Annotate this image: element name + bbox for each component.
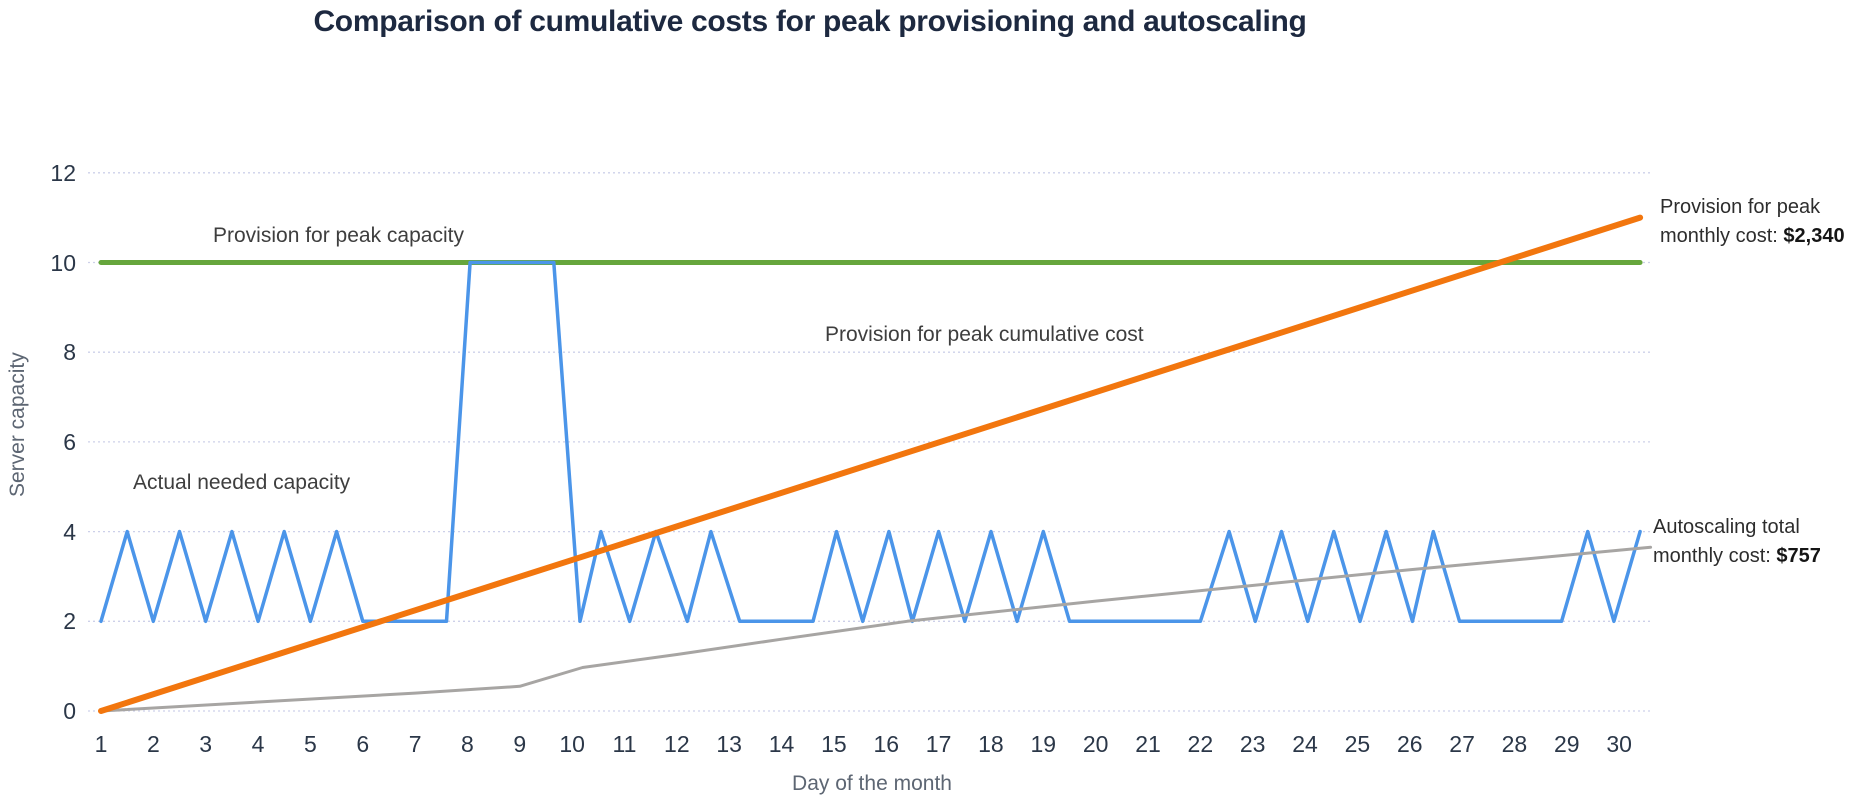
label-peak-monthly-cost-line1: Provision for peak bbox=[1660, 196, 1821, 218]
x-tick-label-26: 26 bbox=[1396, 731, 1423, 757]
x-tick-label-30: 30 bbox=[1606, 731, 1632, 757]
x-tick-label-25: 25 bbox=[1344, 731, 1371, 757]
x-tick-label-3: 3 bbox=[199, 731, 213, 757]
series-actual-needed-capacity bbox=[99, 260, 1642, 624]
annotation-actual-needed-capacity: Actual needed capacity bbox=[133, 471, 351, 494]
label-autoscaling-monthly-cost-line1: Autoscaling total bbox=[1653, 516, 1800, 538]
series-provision-for-peak-cumulative-cost bbox=[98, 214, 1644, 714]
label-peak-monthly-cost: Provision for peak monthly cost: $2,340 bbox=[1660, 193, 1845, 251]
peak-monthly-cost-value: $2,340 bbox=[1783, 225, 1845, 247]
x-tick-label-11: 11 bbox=[612, 731, 637, 757]
y-axis-title: Server capacity bbox=[6, 352, 29, 498]
x-tick-label-22: 22 bbox=[1187, 731, 1214, 757]
series-autoscaling-cumulative-cost bbox=[99, 545, 1653, 713]
x-tick-label-19: 19 bbox=[1030, 731, 1057, 757]
x-tick-label-21: 21 bbox=[1135, 731, 1161, 757]
x-tick-label-23: 23 bbox=[1239, 731, 1266, 757]
y-tick-label-2: 2 bbox=[63, 608, 76, 635]
x-tick-label-8: 8 bbox=[461, 731, 474, 757]
x-tick-label-5: 5 bbox=[303, 731, 317, 757]
x-tick-label-28: 28 bbox=[1501, 731, 1528, 757]
x-tick-label-13: 13 bbox=[716, 731, 742, 757]
x-tick-label-18: 18 bbox=[978, 731, 1004, 757]
x-tick-label-9: 9 bbox=[513, 731, 527, 757]
x-tick-label-15: 15 bbox=[821, 731, 847, 757]
x-tick-label-29: 29 bbox=[1554, 731, 1580, 757]
y-tick-label-10: 10 bbox=[50, 249, 76, 276]
x-tick-label-1: 1 bbox=[94, 731, 108, 757]
label-peak-monthly-cost-line2: monthly cost: $2,340 bbox=[1660, 225, 1845, 247]
x-tick-label-4: 4 bbox=[251, 731, 265, 757]
x-tick-label-16: 16 bbox=[873, 731, 900, 757]
chart-title: Comparison of cumulative costs for peak … bbox=[313, 5, 1307, 38]
x-tick-label-12: 12 bbox=[664, 731, 690, 757]
x-tick-label-10: 10 bbox=[559, 731, 585, 757]
annotation-peak-cumulative-cost: Provision for peak cumulative cost bbox=[825, 323, 1144, 346]
y-tick-label-6: 6 bbox=[63, 428, 76, 455]
y-tick-label-12: 12 bbox=[50, 159, 76, 186]
annotation-peak-capacity: Provision for peak capacity bbox=[213, 224, 464, 247]
label-autoscaling-monthly-cost: Autoscaling total monthly cost: $757 bbox=[1653, 513, 1821, 571]
x-tick-label-27: 27 bbox=[1449, 731, 1475, 757]
x-axis-title: Day of the month bbox=[792, 772, 952, 795]
autoscaling-monthly-cost-value: $757 bbox=[1776, 545, 1821, 567]
x-tick-label-6: 6 bbox=[356, 731, 370, 757]
y-tick-label-8: 8 bbox=[63, 339, 76, 366]
x-tick-label-17: 17 bbox=[925, 731, 952, 757]
x-tick-label-14: 14 bbox=[768, 731, 795, 757]
x-tick-label-20: 20 bbox=[1082, 731, 1109, 757]
x-tick-label-2: 2 bbox=[146, 731, 160, 757]
x-tick-label-7: 7 bbox=[408, 731, 422, 757]
x-tick-label-24: 24 bbox=[1292, 731, 1318, 757]
y-tick-label-4: 4 bbox=[63, 518, 76, 545]
y-tick-label-0: 0 bbox=[63, 698, 76, 724]
label-autoscaling-monthly-cost-line2: monthly cost: $757 bbox=[1653, 545, 1821, 567]
